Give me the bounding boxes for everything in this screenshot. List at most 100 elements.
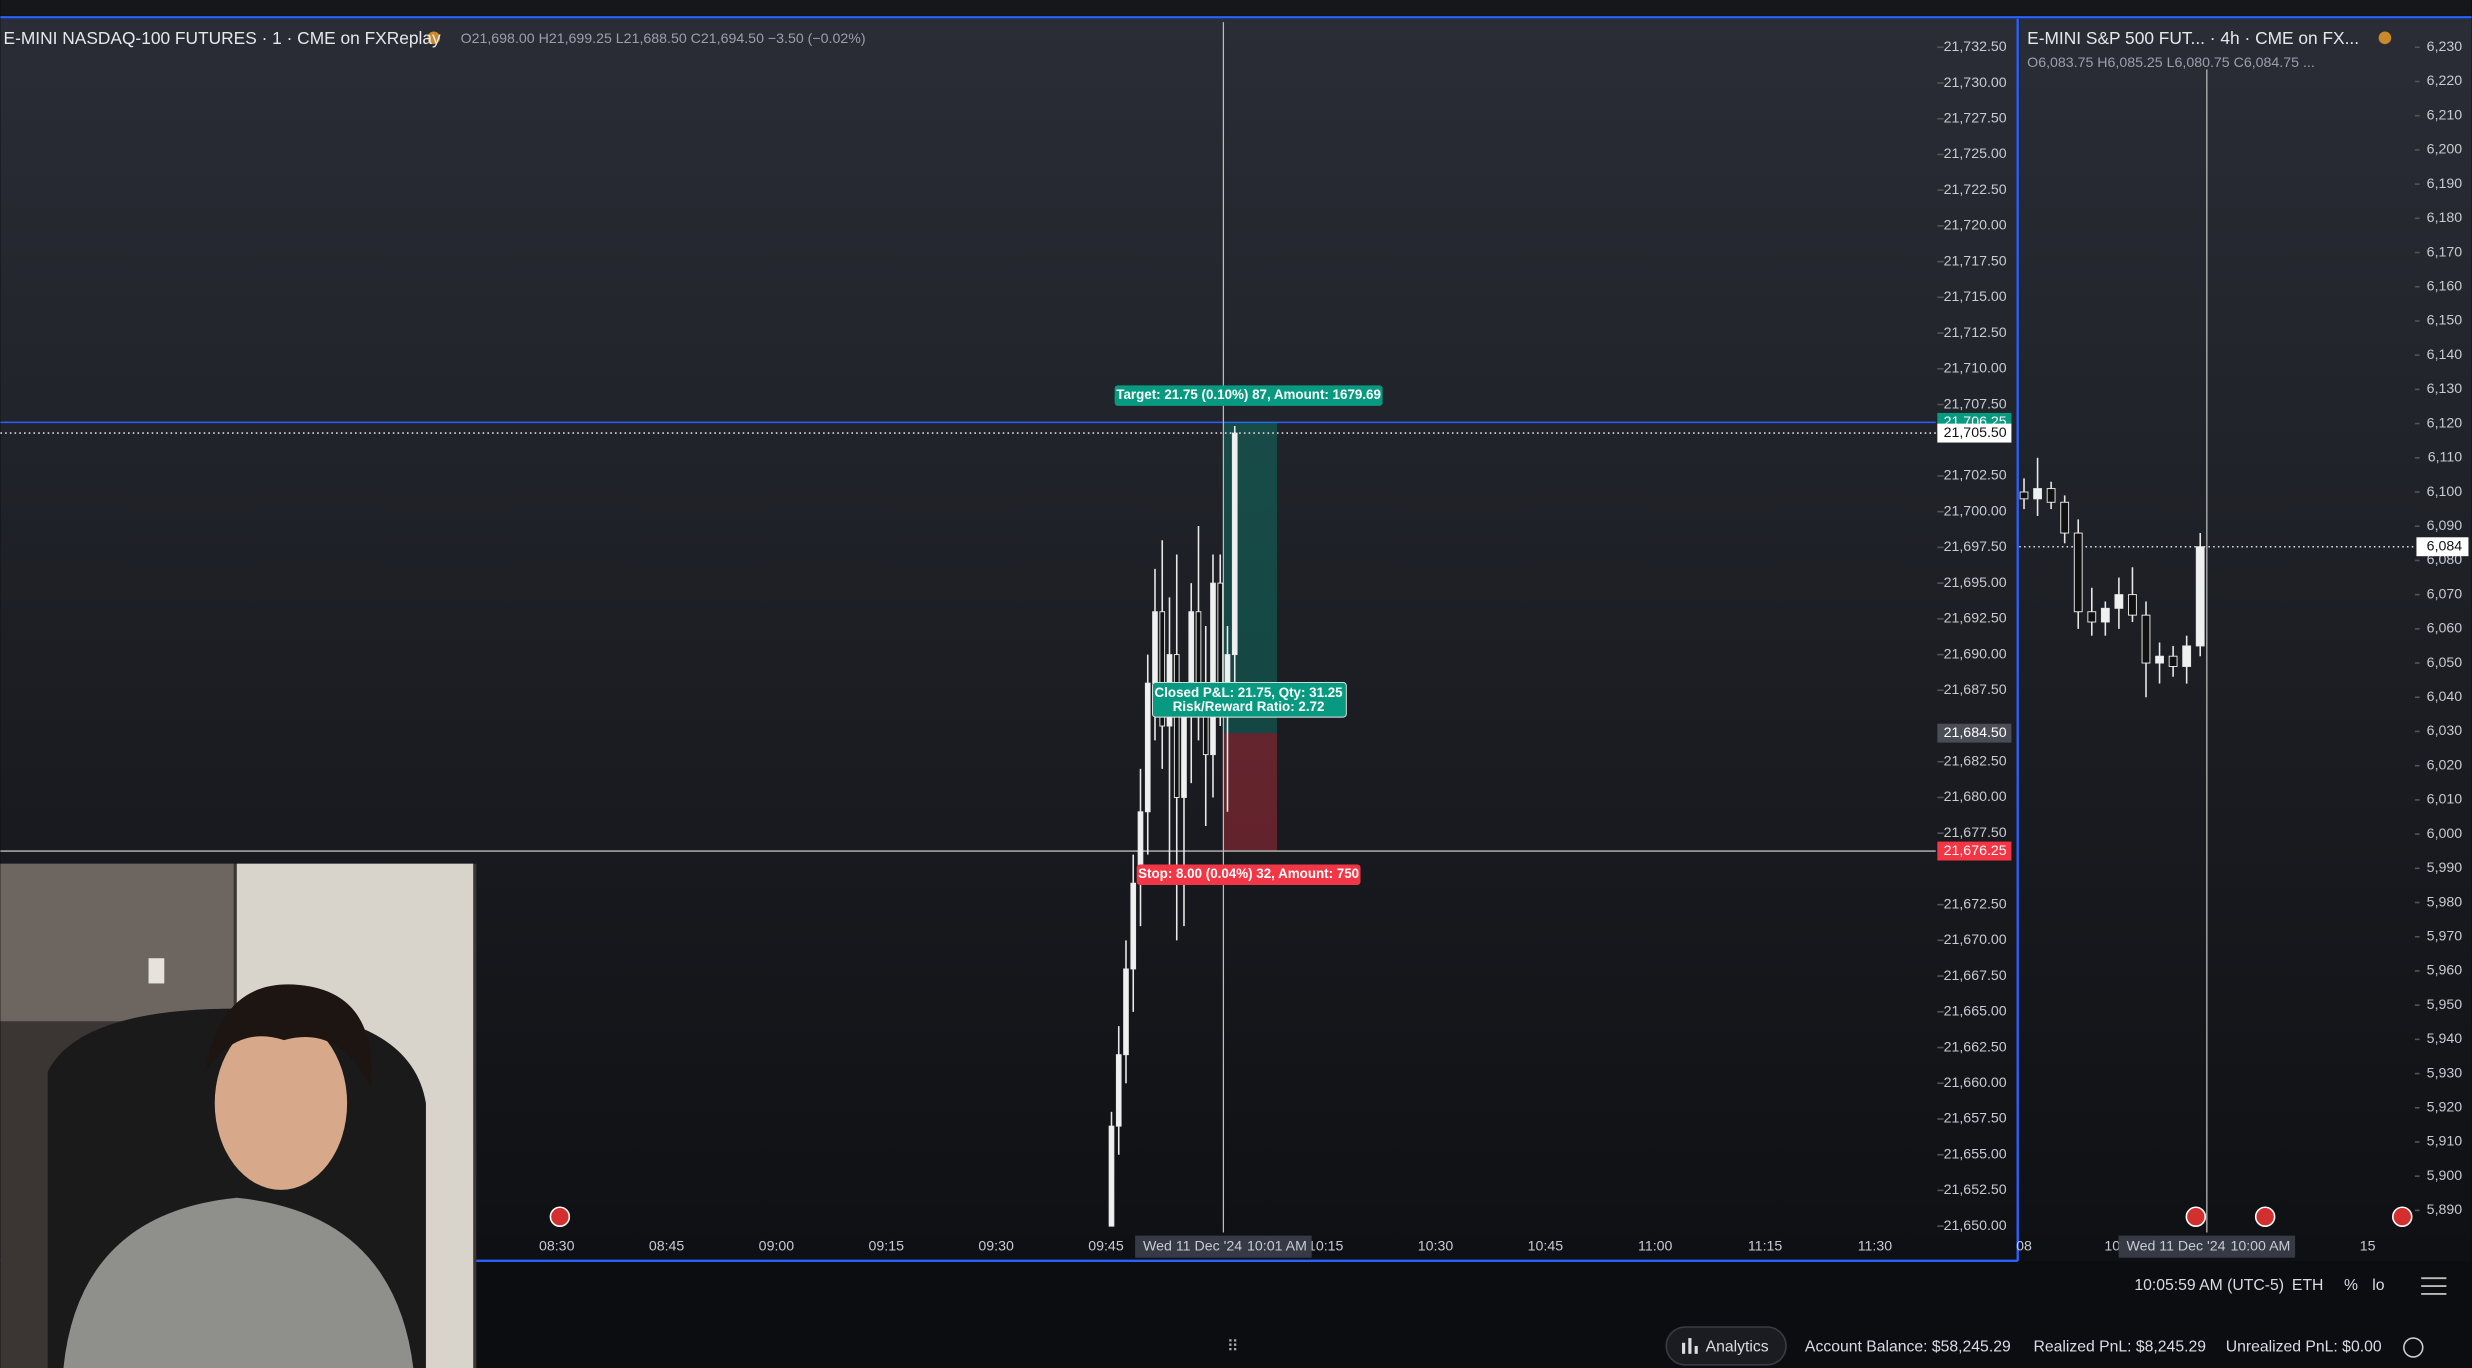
y-tick-label: 21,725.00: [1944, 146, 2007, 162]
candle-body: [2114, 594, 2124, 609]
y-tick-label: 5,950: [2427, 997, 2463, 1013]
account-balance: Account Balance: $58,245.29: [1805, 1339, 2011, 1356]
y-tick-label: 21,715.00: [1944, 289, 2007, 305]
shirt: [63, 1197, 414, 1368]
chart-title: E-MINI S&P 500 FUT... · 4h · CME on FX..…: [2027, 28, 2359, 48]
analytics-button[interactable]: [1665, 1326, 1787, 1366]
price-tag-label: 21,705.50: [1944, 425, 2007, 441]
y-tick-label: 5,980: [2427, 894, 2463, 910]
y-tick-label: 21,670.00: [1944, 932, 2007, 948]
analytics-label[interactable]: Analytics: [1706, 1339, 1769, 1356]
y-tick-label: 21,680.00: [1944, 789, 2007, 805]
y-tick-label: 21,665.00: [1944, 1004, 2007, 1020]
stop-zone: [1223, 733, 1277, 852]
pnl-box: [1151, 681, 1347, 718]
y-tick-label: 6,120: [2427, 415, 2463, 431]
candle-body: [2128, 594, 2137, 616]
clock: 10:05:59 AM (UTC-5): [2134, 1277, 2284, 1294]
switch: [148, 958, 165, 984]
hide-icon[interactable]: [2403, 1337, 2424, 1358]
session[interactable]: ETH: [2292, 1277, 2324, 1294]
y-tick-label: 6,190: [2427, 176, 2463, 192]
y-tick-label: 5,890: [2427, 1202, 2463, 1218]
y-tick-label: 6,130: [2427, 381, 2463, 397]
y-tick-label: 21,695.00: [1944, 575, 2007, 591]
percent-toggle[interactable]: %: [2344, 1277, 2358, 1294]
y-tick-label: 21,727.50: [1944, 110, 2007, 126]
x-tick-label: 11:30: [1858, 1238, 1893, 1254]
candle-body: [1144, 682, 1151, 813]
x-tick-label: 08:45: [649, 1238, 685, 1254]
candle-body: [2033, 488, 2042, 500]
candle-body: [2100, 607, 2110, 623]
drag-handle[interactable]: ⠿: [1227, 1339, 1239, 1356]
candle-body: [1123, 968, 1129, 1056]
target-label: Target: 21.75 (0.10%) 87, Amount: 1679.6…: [1116, 387, 1381, 402]
chart-title: E-MINI NASDAQ-100 FUTURES · 1 · CME on F…: [4, 28, 441, 48]
crosshair-date-box: [2118, 1235, 2296, 1258]
candle-body: [1224, 654, 1231, 684]
right-panel: [2019, 18, 2472, 1261]
price-tag-label: 6,084: [2427, 538, 2463, 554]
y-tick-label: 6,200: [2427, 142, 2463, 158]
y-tick-label: 5,920: [2427, 1100, 2463, 1116]
y-tick-label: 5,940: [2427, 1031, 2463, 1047]
candle-body: [2141, 614, 2151, 664]
y-tick-label: 21,672.50: [1944, 896, 2007, 912]
x-tick-label: 09:30: [978, 1238, 1014, 1254]
status-dot: [2378, 31, 2392, 45]
realized-pnl: Realized PnL: $8,245.29: [2033, 1339, 2206, 1356]
candle-body: [1108, 1125, 1115, 1227]
candle-body: [2155, 655, 2164, 664]
y-tick-label: 21,730.00: [1944, 75, 2007, 91]
candle-body: [1181, 711, 1187, 798]
y-tick-label: 21,710.00: [1944, 361, 2007, 377]
y-tick-label: 5,930: [2427, 1065, 2463, 1081]
y-tick-label: 21,657.50: [1944, 1111, 2007, 1127]
y-tick-label: 21,712.50: [1944, 325, 2007, 341]
price-tag-label: 21,684.50: [1944, 725, 2007, 741]
y-tick-label: 21,717.50: [1944, 253, 2007, 269]
candle-body: [2182, 645, 2192, 667]
y-tick-label: 21,687.50: [1944, 682, 2007, 698]
y-tick-label: 6,150: [2427, 313, 2463, 329]
y-tick-label: 5,960: [2427, 963, 2463, 979]
wall: [0, 863, 234, 1022]
x-tick-label: 09:45: [1088, 1238, 1124, 1254]
price-tag: [1937, 841, 2012, 861]
candle-body: [1173, 654, 1180, 798]
candle-body: [2195, 546, 2205, 647]
candle-body: [2019, 491, 2029, 500]
y-tick-label: 21,667.50: [1944, 968, 2007, 984]
pnl-label: Closed P&L: 21.75, Qty: 31.25: [1155, 685, 1344, 700]
y-tick-label: 6,060: [2427, 621, 2463, 637]
y-tick-label: 6,010: [2427, 792, 2463, 808]
x-tick-label: 11:00: [1638, 1238, 1673, 1254]
y-tick-label: 5,910: [2427, 1134, 2463, 1150]
x-tick-label: 10:15: [1308, 1238, 1344, 1254]
face: [214, 1016, 348, 1190]
y-tick-label: 21,722.50: [1944, 182, 2007, 198]
crosshair-date: Wed 11 Dec '24: [1143, 1238, 1242, 1254]
status-bar: 10:05:59 AM (UTC-5) ETH % lo: [2134, 1277, 2447, 1295]
menu-icon[interactable]: [2421, 1277, 2447, 1295]
x-tick-label: 10:30: [1418, 1238, 1454, 1254]
crosshair-date-box: [1135, 1235, 1312, 1258]
event-marker: [2392, 1206, 2413, 1227]
y-tick-label: 21,650.00: [1944, 1218, 2007, 1234]
target-label-box: [1114, 385, 1383, 406]
x-tick-label: 09:15: [869, 1238, 905, 1254]
crosshair-date: Wed 11 Dec '24: [2126, 1238, 2225, 1254]
y-tick-label: 21,720.00: [1944, 218, 2007, 234]
rr-label: Risk/Reward Ratio: 2.72: [1173, 699, 1325, 714]
y-tick-label: 21,732.50: [1944, 39, 2007, 55]
y-tick-label: 6,050: [2427, 655, 2463, 671]
log-toggle[interactable]: lo: [2372, 1277, 2384, 1294]
y-tick-label: 6,020: [2427, 757, 2463, 773]
y-tick-label: 5,900: [2427, 1168, 2463, 1184]
y-tick-label: 21,662.50: [1944, 1039, 2007, 1055]
y-tick-label: 21,677.50: [1944, 825, 2007, 841]
y-tick-label: 6,140: [2427, 347, 2463, 363]
y-tick-label: 21,660.00: [1944, 1075, 2007, 1091]
y-tick-label: 6,180: [2427, 210, 2463, 226]
